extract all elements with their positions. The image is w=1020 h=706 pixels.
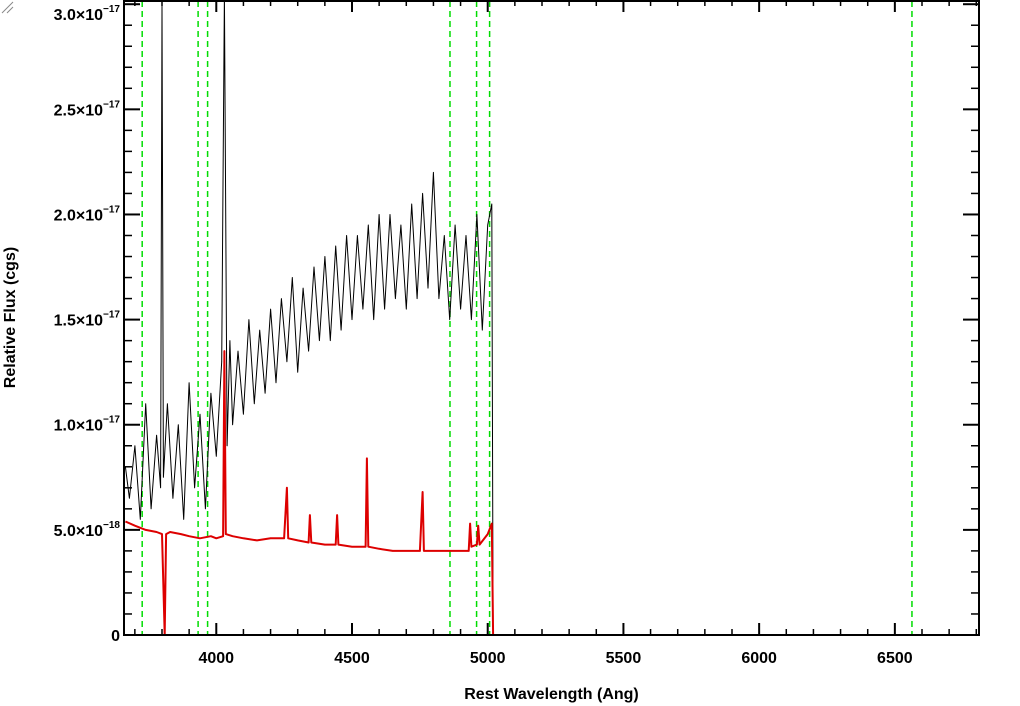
model-spectrum-line (124, 350, 979, 636)
y-tick-label: 5.0×10−18 (54, 520, 121, 540)
y-tick-label: 0 (111, 628, 120, 645)
axis-ticks (124, 0, 979, 636)
x-tick-label: 4000 (198, 650, 234, 667)
x-tick-label: 6500 (877, 650, 913, 667)
plot-frame (123, 0, 980, 636)
y-tick-labels: 0 5.0×10−18 1.0×10−17 1.5×10−17 2.0×10−17 2.5… (54, 4, 121, 645)
y-tick-label: 2.5×10−17 (54, 99, 121, 119)
x-tick-label: 5000 (470, 650, 506, 667)
y-tick-label: 2.0×10−17 (54, 204, 121, 224)
emission-line-markers (141, 1, 913, 635)
x-tick-label: 4500 (334, 650, 370, 667)
y-tick-label: 3.0×10−17 (54, 4, 121, 24)
y-axis-label: Relative Flux (cgs) (2, 247, 19, 388)
x-axis-label: Rest Wavelength (Ang) (464, 686, 639, 703)
resize-grip-icon[interactable] (0, 0, 14, 14)
x-tick-label: 6000 (741, 650, 777, 667)
series-layer (124, 0, 979, 636)
observed-spectrum-line (124, 0, 494, 636)
y-tick-label: 1.0×10−17 (54, 415, 121, 435)
x-tick-labels: 4000 4500 5000 5500 6000 6500 (198, 650, 912, 667)
y-tick-label: 1.5×10−17 (54, 310, 121, 330)
x-tick-label: 5500 (606, 650, 642, 667)
